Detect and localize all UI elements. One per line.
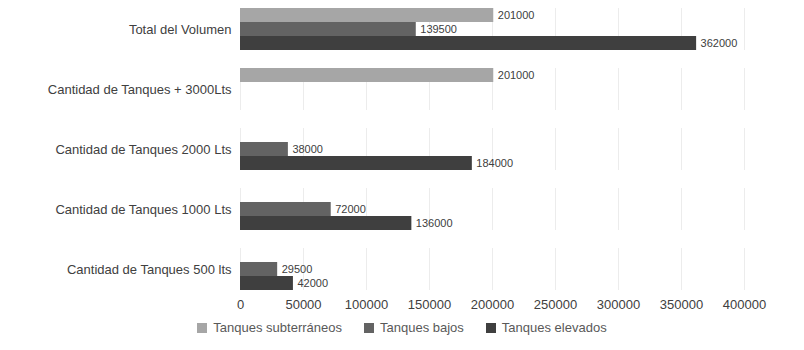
svg-text:42000: 42000 [297,277,328,289]
html-text:Tanques bajos: Tanques bajos [380,320,464,335]
svg-text:72000: 72000 [335,203,366,215]
svg-text:362000: 362000 [701,37,738,49]
svg-text:184000: 184000 [476,157,513,169]
svg-text:Cantidad de Tanques 500 lts: Cantidad de Tanques 500 lts [67,262,232,277]
svg-text:Cantidad de Tanques 1000 Lts: Cantidad de Tanques 1000 Lts [55,202,232,217]
svg-text:150000: 150000 [408,297,451,312]
svg-text:250000: 250000 [534,297,577,312]
html-text:Tanques subterráneos: Tanques subterráneos [213,320,342,335]
svg-text:29500: 29500 [282,263,313,275]
svg-text:100000: 100000 [345,297,388,312]
svg-text:Cantidad de Tanques 2000 Lts: Cantidad de Tanques 2000 Lts [55,142,232,157]
svg-text:Cantidad de Tanques + 3000Lts: Cantidad de Tanques + 3000Lts [48,82,232,97]
svg-text:136000: 136000 [416,217,453,229]
svg-text:350000: 350000 [660,297,703,312]
svg-text:Total del Volumen: Total del Volumen [129,22,232,37]
svg-text:0: 0 [237,297,244,312]
svg-text:201000: 201000 [498,69,535,81]
svg-text:50000: 50000 [285,297,321,312]
svg-text:400000: 400000 [723,297,766,312]
html-text:Tanques elevados: Tanques elevados [501,320,607,335]
svg-text:38000: 38000 [292,143,323,155]
svg-text:200000: 200000 [471,297,514,312]
svg-text:139500: 139500 [420,23,457,35]
svg-text:201000: 201000 [498,9,535,21]
svg-text:300000: 300000 [597,297,640,312]
